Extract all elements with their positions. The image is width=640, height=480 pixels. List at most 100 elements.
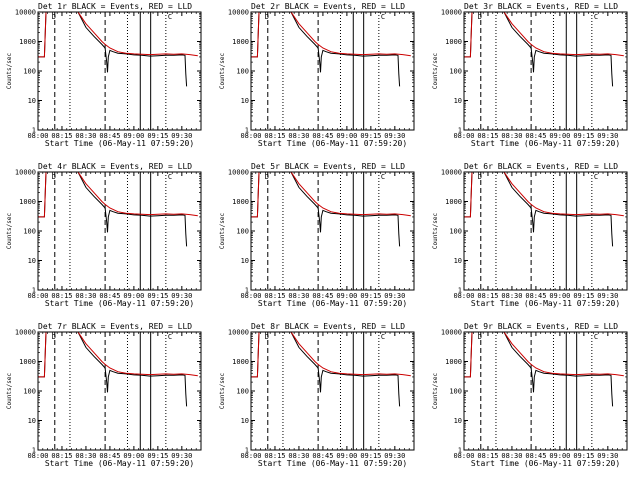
x-tick-label: 08:00 <box>240 452 261 460</box>
y-tick-label: 100 <box>23 228 36 236</box>
marker-label-d: D <box>478 333 482 341</box>
x-tick-label: 09:30 <box>597 292 618 300</box>
panel-title: Det 8r BLACK = Events, RED = LLD <box>251 322 405 331</box>
y-tick-label: 10000 <box>228 9 249 17</box>
plot-frame <box>37 171 202 291</box>
x-tick-label: 08:30 <box>288 452 309 460</box>
series-line-events <box>251 172 401 247</box>
y-tick-label: 100 <box>23 388 36 396</box>
y-tick-label: 10 <box>241 417 249 425</box>
x-axis-label: Start Time (06-May-11 07:59:20) <box>258 299 407 308</box>
x-tick-label: 09:30 <box>384 292 405 300</box>
series-line-lld <box>38 172 198 218</box>
x-tick-label: 08:15 <box>264 292 285 300</box>
x-axis-label: Start Time (06-May-11 07:59:20) <box>258 459 407 468</box>
series-line-events <box>38 12 188 87</box>
x-tick-label: 09:15 <box>147 452 168 460</box>
plot-frame <box>463 331 628 451</box>
x-tick-label: 09:30 <box>171 132 192 140</box>
x-tick-label: 08:30 <box>75 132 96 140</box>
y-tick-label: 1000 <box>19 358 36 366</box>
y-tick-label: 1000 <box>19 38 36 46</box>
x-tick-label: 08:15 <box>264 452 285 460</box>
x-tick-label: 09:00 <box>336 452 357 460</box>
x-tick-label: 08:45 <box>525 132 546 140</box>
y-tick-label: 1000 <box>445 38 462 46</box>
y-tick-label: 1000 <box>232 38 249 46</box>
series-line-lld <box>251 12 411 58</box>
x-tick-label: 08:30 <box>75 292 96 300</box>
panel-7: Det 7r BLACK = Events, RED = LLD Counts/s… <box>6 322 202 468</box>
series-line-events <box>38 172 188 247</box>
plot-frame <box>250 171 415 291</box>
plot-frame <box>250 331 415 451</box>
panel-title: Det 3r BLACK = Events, RED = LLD <box>464 2 618 11</box>
x-tick-label: 08:45 <box>312 292 333 300</box>
x-tick-label: 09:15 <box>360 452 381 460</box>
x-tick-label: 08:45 <box>312 452 333 460</box>
x-tick-label: 08:15 <box>477 132 498 140</box>
panel-9: Det 9r BLACK = Events, RED = LLD Counts/s… <box>432 322 628 468</box>
y-tick-label: 1000 <box>445 358 462 366</box>
y-tick-label: 10 <box>28 257 36 265</box>
y-axis-label: Counts/sec <box>219 373 226 410</box>
plot-frame <box>37 331 202 451</box>
y-tick-label: 10 <box>241 97 249 105</box>
series-line-events <box>464 12 614 87</box>
y-tick-label: 1000 <box>232 198 249 206</box>
y-tick-label: 1 <box>32 127 36 135</box>
marker-label-c: C <box>594 333 598 341</box>
y-axis-label: Counts/sec <box>432 213 439 250</box>
x-tick-label: 09:15 <box>147 132 168 140</box>
marker-label-c: C <box>594 13 598 21</box>
x-tick-label: 08:45 <box>312 132 333 140</box>
panel-5: Det 5r BLACK = Events, RED = LLD Counts/s… <box>219 162 415 308</box>
y-axis-label: Counts/sec <box>432 53 439 90</box>
x-tick-label: 09:15 <box>573 292 594 300</box>
y-tick-label: 100 <box>236 228 249 236</box>
x-tick-label: 08:15 <box>51 132 72 140</box>
panel-title: Det 5r BLACK = Events, RED = LLD <box>251 162 405 171</box>
x-tick-label: 09:30 <box>597 452 618 460</box>
y-tick-label: 1 <box>458 287 462 295</box>
x-tick-label: 09:30 <box>384 132 405 140</box>
marker-label-c: C <box>381 173 385 181</box>
series-line-lld <box>464 12 624 58</box>
x-tick-label: 08:00 <box>453 132 474 140</box>
y-tick-label: 10000 <box>15 329 36 337</box>
marker-label-c: C <box>381 333 385 341</box>
y-tick-label: 10000 <box>15 169 36 177</box>
x-tick-label: 09:00 <box>123 132 144 140</box>
marker-label-d: D <box>52 333 56 341</box>
x-tick-label: 08:15 <box>51 292 72 300</box>
series-line-lld <box>251 332 411 378</box>
y-tick-label: 10000 <box>15 9 36 17</box>
series-line-events <box>251 332 401 407</box>
panel-1: Det 1r BLACK = Events, RED = LLD Counts/s… <box>6 2 202 148</box>
x-tick-label: 08:00 <box>453 292 474 300</box>
x-tick-label: 09:00 <box>549 292 570 300</box>
x-axis-label: Start Time (06-May-11 07:59:20) <box>471 459 620 468</box>
y-tick-label: 1000 <box>232 358 249 366</box>
x-tick-label: 09:15 <box>573 452 594 460</box>
y-tick-label: 10 <box>28 417 36 425</box>
y-tick-label: 1 <box>245 447 249 455</box>
y-tick-label: 10000 <box>441 169 462 177</box>
x-tick-label: 08:00 <box>27 132 48 140</box>
x-tick-label: 08:45 <box>525 292 546 300</box>
y-tick-label: 10 <box>454 417 462 425</box>
series-line-lld <box>251 172 411 218</box>
x-tick-label: 09:15 <box>360 132 381 140</box>
x-tick-label: 08:30 <box>75 452 96 460</box>
x-tick-label: 08:30 <box>501 452 522 460</box>
y-tick-label: 10000 <box>441 9 462 17</box>
panel-title: Det 4r BLACK = Events, RED = LLD <box>38 162 192 171</box>
x-tick-label: 08:30 <box>288 292 309 300</box>
plot-frame <box>250 11 415 131</box>
x-tick-label: 08:15 <box>477 292 498 300</box>
x-tick-label: 09:15 <box>360 292 381 300</box>
y-tick-label: 1000 <box>19 198 36 206</box>
marker-label-d: D <box>52 173 56 181</box>
series-line-lld <box>464 332 624 378</box>
panel-title: Det 1r BLACK = Events, RED = LLD <box>38 2 192 11</box>
